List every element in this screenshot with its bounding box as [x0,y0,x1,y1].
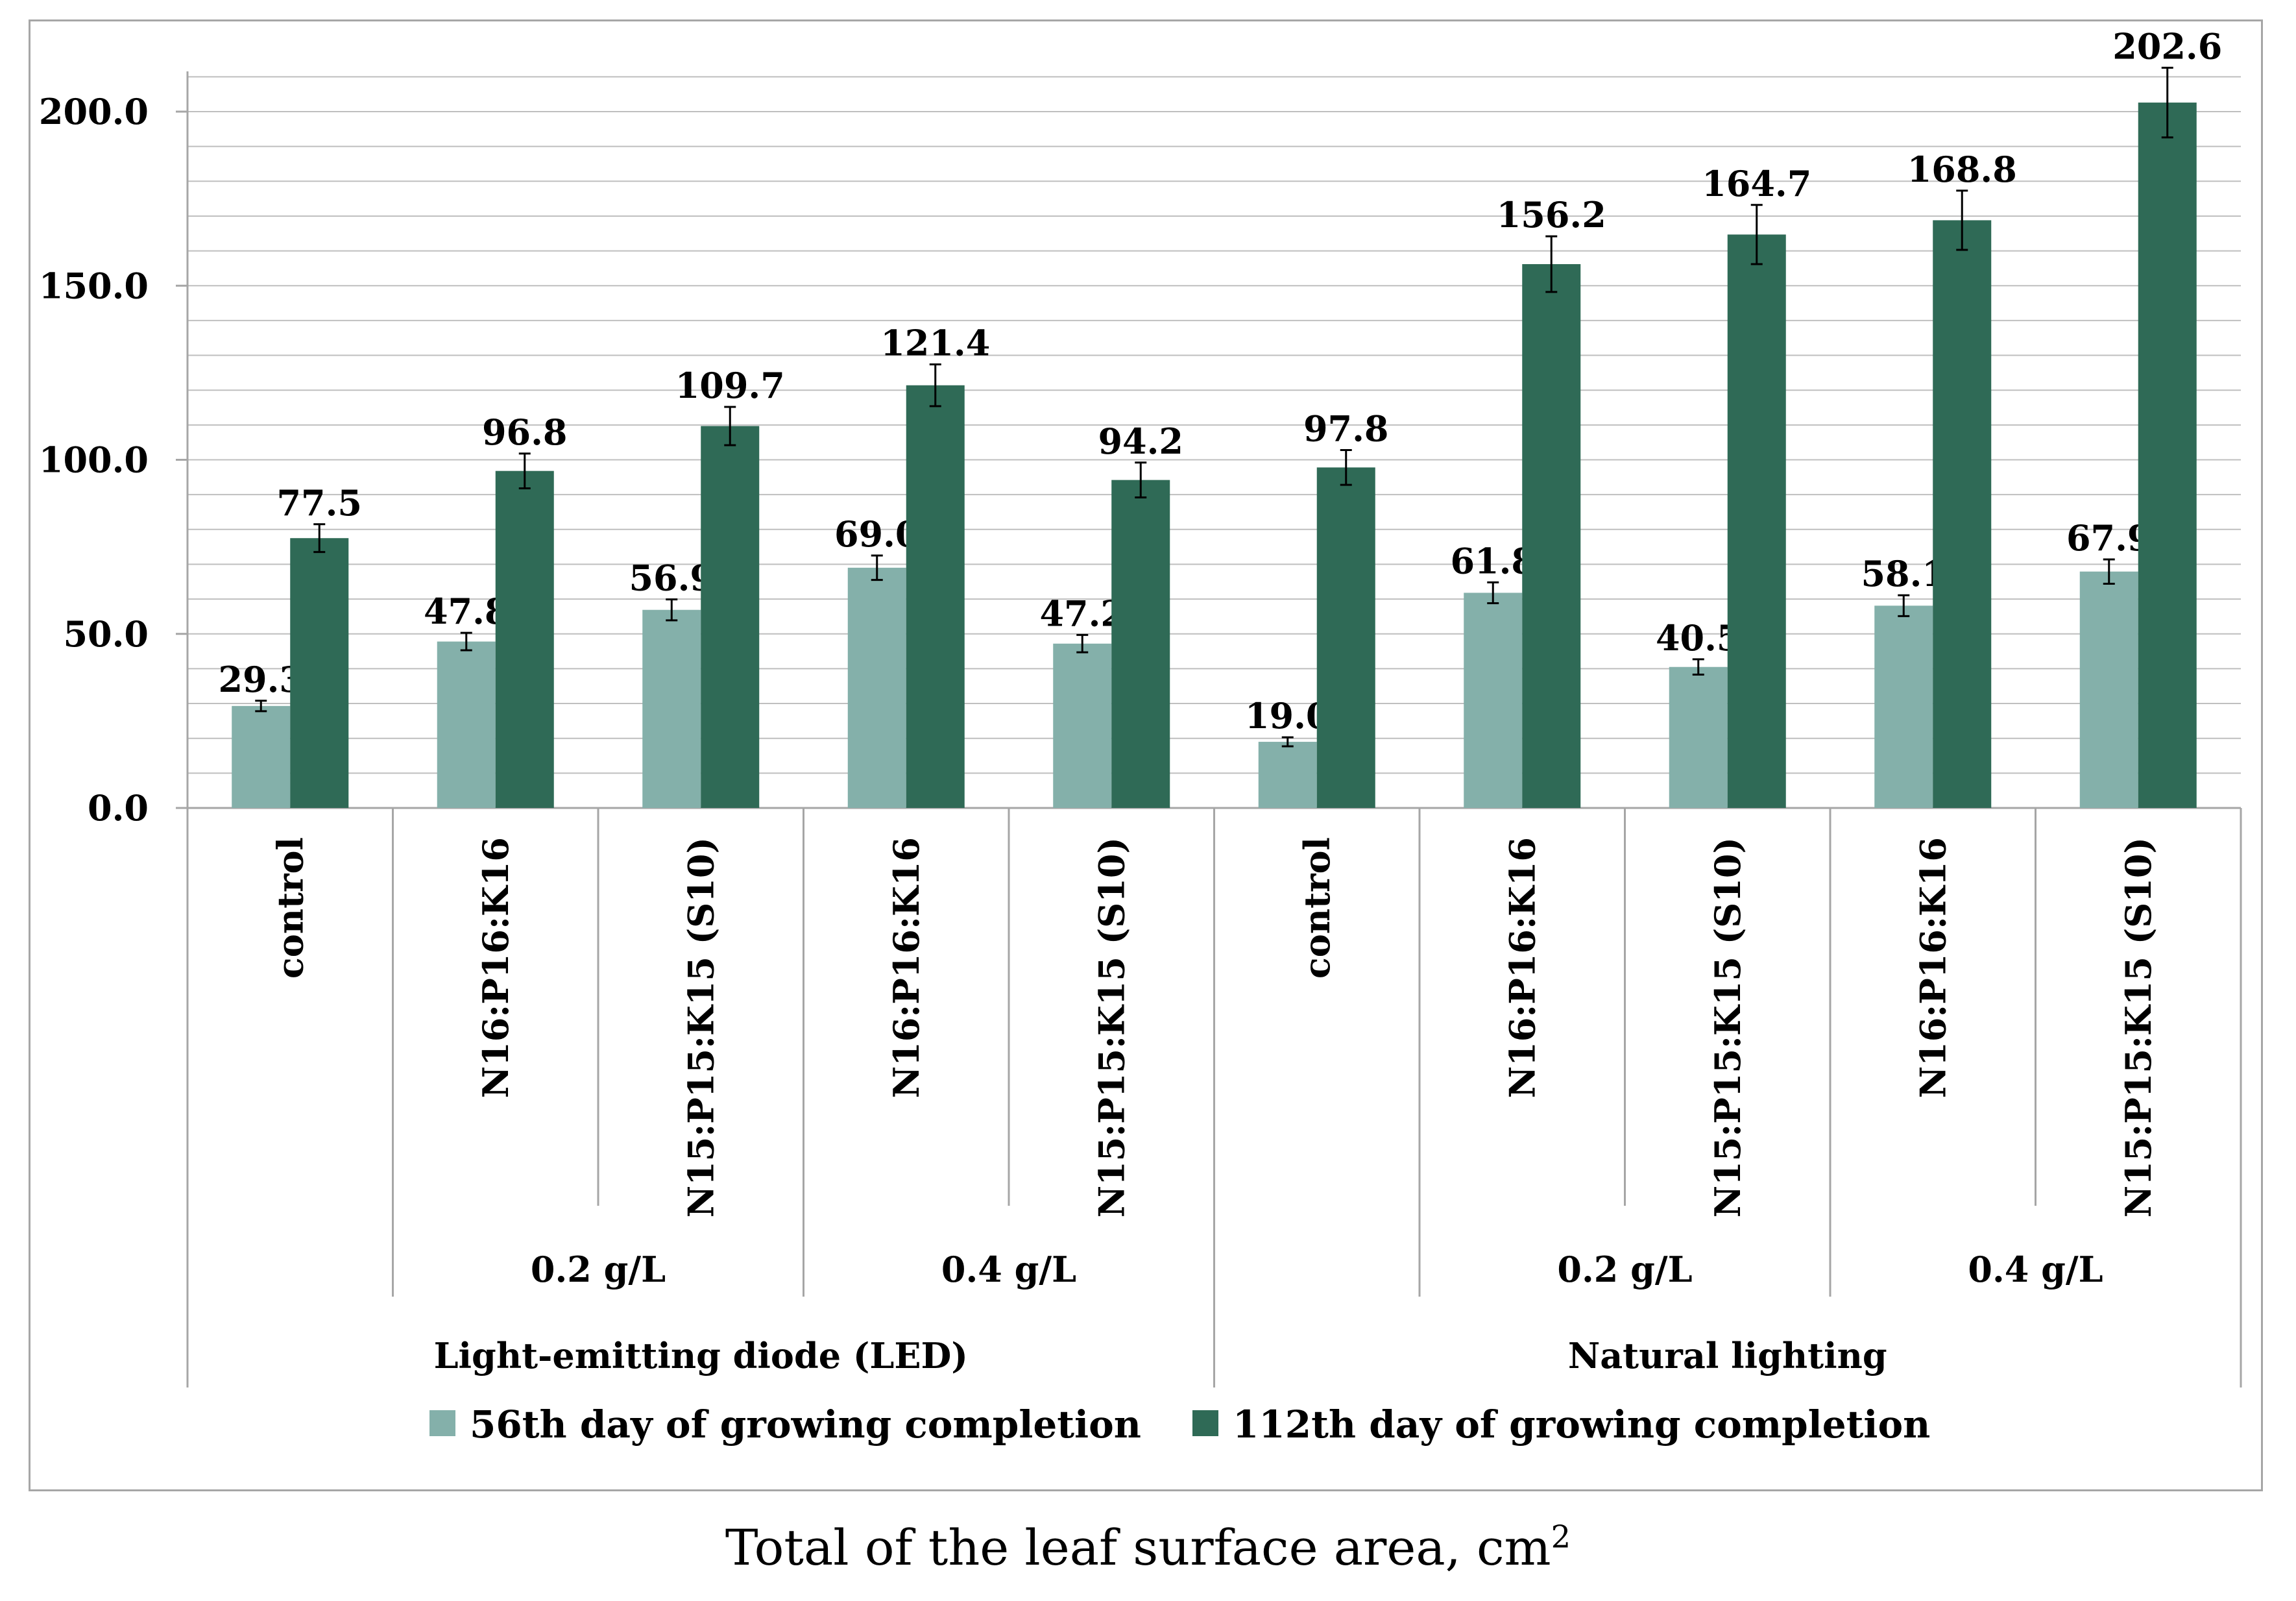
bar-day56 [1464,593,1523,808]
bar-day56 [2079,571,2138,808]
data-label: 47.8 [424,591,509,632]
data-label: 61.8 [1450,540,1536,581]
bar-day56 [847,567,906,808]
bar-day56 [1669,666,1728,808]
bar-day112 [1727,234,1786,808]
bar-day112 [495,471,554,808]
data-label: 58.1 [1861,553,1946,594]
category-label: N16:P16:K16 [475,837,516,1098]
data-label: 77.5 [276,482,362,524]
category-label: N15:P15:K15 (S10) [680,837,721,1217]
lighting-group-label: Light-emitting diode (LED) [434,1335,968,1376]
bar-day112 [2138,103,2197,808]
legend-swatch-day112 [1192,1410,1218,1436]
data-label: 109.7 [675,365,785,406]
data-label: 121.4 [880,322,990,363]
y-tick-label: 50.0 [63,613,149,655]
concentration-label: 0.4 g/L [1968,1249,2103,1290]
data-label: 168.8 [1907,149,2017,190]
bar-day112 [1316,467,1375,808]
y-tick-label: 100.0 [39,439,149,481]
concentration-label: 0.2 g/L [531,1249,666,1290]
bar-day112 [290,538,349,808]
category-label: N16:P16:K16 [1912,837,1953,1098]
caption-superscript: 2 [1551,1519,1571,1556]
bar-day112 [1933,220,1992,808]
legend-label: 56th day of growing completion [470,1402,1141,1447]
data-label: 202.6 [2112,25,2222,67]
data-label: 56.9 [629,557,714,599]
data-label: 97.8 [1303,408,1389,449]
bar-day112 [701,426,760,808]
bar-day56 [1258,742,1317,808]
bar-day112 [1522,263,1581,808]
data-label: 69.0 [834,513,920,555]
legend-label: 112th day of growing completion [1233,1402,1930,1447]
data-label: 19.0 [1245,695,1331,737]
category-label: N16:P16:K16 [886,837,927,1098]
data-label: 40.5 [1656,617,1741,659]
category-label: N15:P15:K15 (S10) [1091,837,1132,1217]
x-axis-caption: Total of the leaf surface area, cm2 [0,1519,2296,1576]
lighting-group-label: Natural lighting [1568,1335,1887,1376]
category-label: control [269,837,311,979]
data-label: 67.9 [2066,517,2152,559]
data-label: 164.7 [1702,163,1811,204]
bar-day56 [1053,643,1112,808]
bar-day56 [642,609,701,808]
bar-day56 [1874,605,1933,808]
y-tick-label: 0.0 [88,787,149,829]
data-label: 96.8 [482,411,568,453]
y-tick-label: 200.0 [39,91,149,132]
bar-day56 [232,705,291,808]
data-label: 156.2 [1497,194,1606,236]
bar-day112 [906,385,965,808]
data-label: 29.3 [218,659,304,700]
bar-day112 [1111,480,1170,808]
caption-text: Total of the leaf surface area, cm [725,1519,1551,1576]
data-label: 94.2 [1098,421,1183,462]
category-label: N16:P16:K16 [1501,837,1543,1098]
y-tick-label: 150.0 [39,265,149,306]
category-label: control [1296,837,1338,979]
concentration-label: 0.2 g/L [1557,1249,1692,1290]
concentration-label: 0.4 g/L [941,1249,1076,1290]
data-label: 47.2 [1039,593,1125,634]
bar-day56 [437,641,496,808]
category-label: N15:P15:K15 (S10) [2118,837,2159,1217]
legend-swatch-day56 [429,1410,455,1436]
category-label: N15:P15:K15 (S10) [1707,837,1748,1217]
